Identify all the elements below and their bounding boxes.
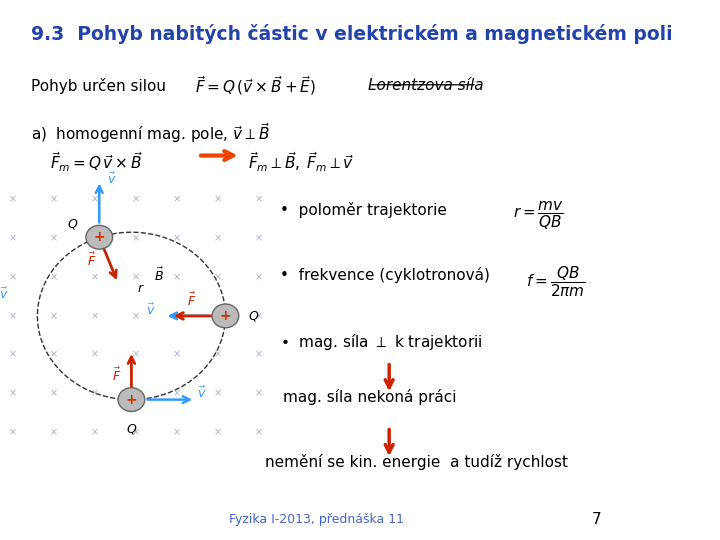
Text: ×: × xyxy=(91,311,99,321)
Text: ×: × xyxy=(173,349,181,360)
Text: ×: × xyxy=(255,195,263,205)
Text: ×: × xyxy=(255,272,263,282)
Text: ×: × xyxy=(50,233,58,244)
Text: ×: × xyxy=(50,349,58,360)
Text: ×: × xyxy=(214,388,222,399)
Text: ×: × xyxy=(214,427,222,437)
Text: mag. síla nekoná práci: mag. síla nekoná práci xyxy=(283,389,456,405)
Text: •  mag. síla $\perp$ k trajektorii: • mag. síla $\perp$ k trajektorii xyxy=(280,332,482,352)
Text: +: + xyxy=(220,309,231,323)
Text: $f = \dfrac{QB}{2\pi m}$: $f = \dfrac{QB}{2\pi m}$ xyxy=(526,265,585,299)
Text: Q: Q xyxy=(248,309,258,322)
Text: $\vec{v}$: $\vec{v}$ xyxy=(197,386,207,401)
Text: ×: × xyxy=(173,233,181,244)
Text: ×: × xyxy=(214,272,222,282)
Text: $\vec{v}$: $\vec{v}$ xyxy=(107,171,117,186)
Text: Lorentzova síla: Lorentzova síla xyxy=(368,78,484,93)
Text: $\vec{F}_m = Q\,\vec{v} \times \vec{B}$: $\vec{F}_m = Q\,\vec{v} \times \vec{B}$ xyxy=(50,150,143,174)
Text: ×: × xyxy=(9,388,17,399)
Text: ×: × xyxy=(91,349,99,360)
Text: ×: × xyxy=(214,233,222,244)
Text: ×: × xyxy=(173,388,181,399)
Text: •  poloměr trajektorie: • poloměr trajektorie xyxy=(280,202,447,219)
Text: ×: × xyxy=(50,272,58,282)
Text: ×: × xyxy=(132,349,140,360)
Text: ×: × xyxy=(91,233,99,244)
Text: ×: × xyxy=(9,272,17,282)
Text: ×: × xyxy=(91,195,99,205)
Text: 7: 7 xyxy=(592,511,601,526)
Text: ×: × xyxy=(173,311,181,321)
Text: ×: × xyxy=(255,311,263,321)
Text: 9.3  Pohyb nabitých částic v elektrickém a magnetickém poli: 9.3 Pohyb nabitých částic v elektrickém … xyxy=(32,24,673,44)
Text: Fyzika I-2013, přednáška 11: Fyzika I-2013, přednáška 11 xyxy=(229,514,404,526)
Text: ×: × xyxy=(132,311,140,321)
Text: ×: × xyxy=(255,233,263,244)
Text: $\vec{v}$: $\vec{v}$ xyxy=(146,303,156,318)
Text: ×: × xyxy=(9,427,17,437)
Text: ×: × xyxy=(9,233,17,244)
Text: Pohyb určen silou: Pohyb určen silou xyxy=(32,78,166,94)
Text: ×: × xyxy=(132,233,140,244)
Text: ×: × xyxy=(255,349,263,360)
Text: ×: × xyxy=(173,272,181,282)
Text: ×: × xyxy=(50,427,58,437)
Text: $\vec{F}$: $\vec{F}$ xyxy=(87,252,96,269)
Circle shape xyxy=(118,388,145,411)
Text: ×: × xyxy=(132,388,140,399)
Text: ×: × xyxy=(173,427,181,437)
Text: $\vec{F}_m \perp \vec{B},\; \vec{F}_m \perp \vec{v}$: $\vec{F}_m \perp \vec{B},\; \vec{F}_m \p… xyxy=(248,150,355,174)
Text: ×: × xyxy=(50,311,58,321)
Text: ×: × xyxy=(9,349,17,360)
Text: ×: × xyxy=(9,195,17,205)
Text: $\vec{F}$: $\vec{F}$ xyxy=(112,367,121,384)
Text: ×: × xyxy=(132,427,140,437)
Text: ×: × xyxy=(214,195,222,205)
Text: ×: × xyxy=(50,195,58,205)
Text: ×: × xyxy=(214,349,222,360)
Circle shape xyxy=(86,225,112,249)
Text: ×: × xyxy=(255,427,263,437)
Text: $r$: $r$ xyxy=(137,282,145,295)
Text: +: + xyxy=(94,230,105,244)
Text: ×: × xyxy=(91,272,99,282)
Text: $\vec{F} = Q\,(\vec{v} \times \vec{B} + \vec{E})$: $\vec{F} = Q\,(\vec{v} \times \vec{B} + … xyxy=(195,75,316,98)
Text: ×: × xyxy=(91,388,99,399)
Text: ×: × xyxy=(50,388,58,399)
Text: ×: × xyxy=(132,195,140,205)
Circle shape xyxy=(212,304,239,328)
Text: +: + xyxy=(125,393,138,407)
Text: $\vec{F}$: $\vec{F}$ xyxy=(187,292,197,309)
Text: Q: Q xyxy=(127,422,136,435)
Text: $r = \dfrac{mv}{QB}$: $r = \dfrac{mv}{QB}$ xyxy=(513,200,564,232)
Text: nemění se kin. energie  a tudíž rychlost: nemění se kin. energie a tudíž rychlost xyxy=(265,454,568,470)
Text: •  frekvence (cyklotronová): • frekvence (cyklotronová) xyxy=(280,267,490,284)
Text: $\vec{v}$: $\vec{v}$ xyxy=(0,287,9,302)
Text: a)  homogenní mag. pole, $\vec{v} \perp \vec{B}$: a) homogenní mag. pole, $\vec{v} \perp \… xyxy=(32,122,271,145)
Text: ×: × xyxy=(132,272,140,282)
Text: ×: × xyxy=(255,388,263,399)
Text: ×: × xyxy=(91,427,99,437)
Text: ×: × xyxy=(173,195,181,205)
Text: Q: Q xyxy=(67,218,77,231)
Text: ×: × xyxy=(214,311,222,321)
Text: ×: × xyxy=(9,311,17,321)
Text: $\vec{B}$: $\vec{B}$ xyxy=(154,266,163,284)
